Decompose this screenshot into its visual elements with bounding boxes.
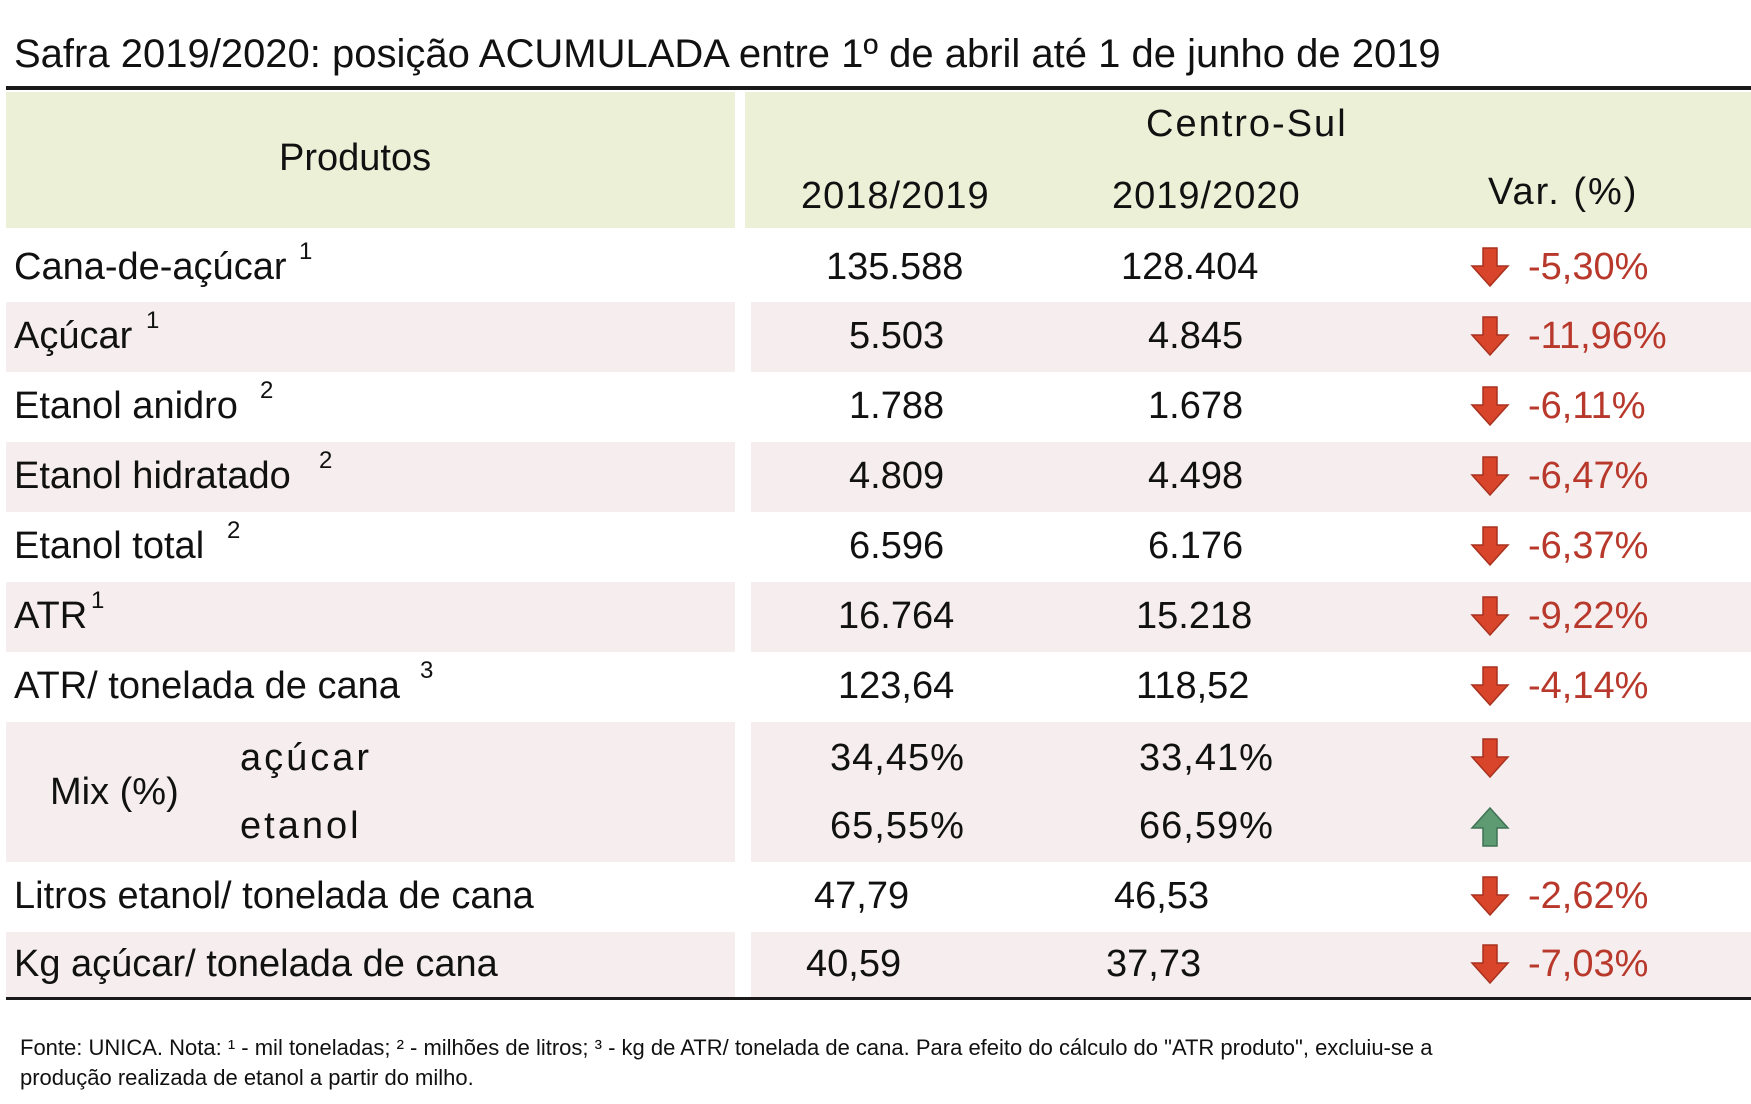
- mix-ethanol-2019-2020: 66,59%: [1139, 805, 1274, 847]
- value-2018-2019: 40,59: [806, 943, 902, 985]
- arrow-up-icon: [1470, 806, 1510, 847]
- product-label: Etanol hidratado: [14, 455, 291, 497]
- table-row: Kg açúcar/ tonelada de cana 40,59 37,73 …: [6, 932, 1751, 997]
- value-2019-2020: 4.845: [1148, 315, 1244, 357]
- variation-value: -4,14%: [1528, 665, 1649, 707]
- value-2019-2020: 6.176: [1148, 525, 1244, 567]
- product-label: Etanol total: [14, 525, 205, 567]
- table-row: Etanol hidratado 2 4.809 4.498 -6,47%: [6, 442, 1751, 512]
- value-2019-2020: 128.404: [1121, 246, 1259, 288]
- variation-value: -6,47%: [1528, 455, 1649, 497]
- mix-ethanol-label: etanol: [240, 805, 362, 847]
- arrow-down-icon: [1470, 247, 1510, 288]
- table-row: Etanol anidro 2 1.788 1.678 -6,11%: [6, 372, 1751, 442]
- table-row: Etanol total 2 6.596 6.176 -6,37%: [6, 512, 1751, 582]
- variation-value: -6,37%: [1528, 525, 1649, 567]
- product-label: Açúcar: [14, 315, 133, 357]
- footnote-line-2: produção realizada de etanol a partir do…: [20, 1065, 474, 1090]
- value-2019-2020: 1.678: [1148, 385, 1244, 427]
- product-label: Cana-de-açúcar: [14, 246, 287, 288]
- value-2019-2020: 15.218: [1136, 595, 1253, 637]
- table-row: Açúcar 1 5.503 4.845 -11,96%: [6, 302, 1751, 372]
- mix-sugar-2018-2019: 34,45%: [830, 737, 965, 779]
- value-2018-2019: 47,79: [814, 875, 910, 917]
- mix-label: Mix (%): [50, 771, 179, 813]
- value-2018-2019: 1.788: [849, 385, 945, 427]
- value-2018-2019: 16.764: [838, 595, 955, 637]
- header-region-cell: Centro-Sul 2018/2019 2019/2020 Var. (%): [745, 92, 1751, 228]
- mix-ethanol-2018-2019: 65,55%: [830, 805, 965, 847]
- arrow-down-icon: [1470, 666, 1510, 707]
- table-row: ATR 1 16.764 15.218 -9,22%: [6, 582, 1751, 652]
- value-2019-2020: 46,53: [1114, 875, 1210, 917]
- arrow-down-icon: [1470, 876, 1510, 917]
- product-label: ATR/ tonelada de cana: [14, 665, 400, 707]
- table-row: ATR/ tonelada de cana 3 123,64 118,52 -4…: [6, 652, 1751, 722]
- header-col-variation: Var. (%): [1488, 171, 1639, 213]
- title-divider: [6, 86, 1751, 90]
- header-region: Centro-Sul: [1146, 103, 1348, 145]
- mix-row-group: Mix (%) açúcar 34,45% 33,41% etanol 65,5…: [6, 722, 1751, 862]
- arrow-down-icon: [1470, 386, 1510, 427]
- arrow-down-icon: [1470, 596, 1510, 637]
- header-products: Produtos: [279, 137, 432, 179]
- footnote-marker: 1: [299, 238, 313, 265]
- mix-sugar-2019-2020: 33,41%: [1139, 737, 1274, 779]
- page-title: Safra 2019/2020: posição ACUMULADA entre…: [14, 32, 1441, 76]
- mix-sugar-label: açúcar: [240, 737, 373, 779]
- variation-value: -7,03%: [1528, 943, 1649, 985]
- variation-value: -5,30%: [1528, 246, 1649, 288]
- value-2019-2020: 37,73: [1106, 943, 1202, 985]
- variation-value: -9,22%: [1528, 595, 1649, 637]
- footnote-marker: 1: [91, 587, 105, 614]
- product-label: ATR: [14, 595, 88, 637]
- value-2019-2020: 118,52: [1136, 665, 1250, 707]
- footnote-marker: 2: [260, 377, 274, 404]
- value-2018-2019: 6.596: [849, 525, 945, 567]
- product-label: Litros etanol/ tonelada de cana: [14, 875, 534, 917]
- footnote-line-1: Fonte: UNICA. Nota: ¹ - mil toneladas; ²…: [20, 1035, 1433, 1060]
- variation-value: -11,96%: [1528, 315, 1667, 357]
- footnote-marker: 1: [146, 307, 160, 334]
- product-label: Kg açúcar/ tonelada de cana: [14, 943, 498, 985]
- variation-value: -6,11%: [1528, 385, 1646, 427]
- arrow-down-icon: [1470, 944, 1510, 985]
- arrow-down-icon: [1470, 738, 1510, 779]
- table-row: Litros etanol/ tonelada de cana 47,79 46…: [6, 862, 1751, 932]
- product-label: Etanol anidro: [14, 385, 238, 427]
- table-bottom-divider: [6, 997, 1751, 1000]
- value-2018-2019: 123,64: [838, 665, 955, 707]
- value-2018-2019: 135.588: [826, 246, 964, 288]
- table-row: Cana-de-açúcar 1 135.588 128.404 -5,30%: [6, 232, 1751, 302]
- footnote-marker: 2: [319, 447, 333, 474]
- arrow-down-icon: [1470, 526, 1510, 567]
- footnote-marker: 3: [420, 657, 434, 684]
- value-2018-2019: 4.809: [849, 455, 945, 497]
- variation-value: -2,62%: [1528, 875, 1649, 917]
- header-col-2019-2020: 2019/2020: [1112, 175, 1301, 217]
- header-col-2018-2019: 2018/2019: [801, 175, 990, 217]
- value-2018-2019: 5.503: [849, 315, 945, 357]
- arrow-down-icon: [1470, 316, 1510, 357]
- arrow-down-icon: [1470, 456, 1510, 497]
- value-2019-2020: 4.498: [1148, 455, 1244, 497]
- footnote-marker: 2: [227, 517, 241, 544]
- header-products-cell: Produtos: [6, 92, 735, 228]
